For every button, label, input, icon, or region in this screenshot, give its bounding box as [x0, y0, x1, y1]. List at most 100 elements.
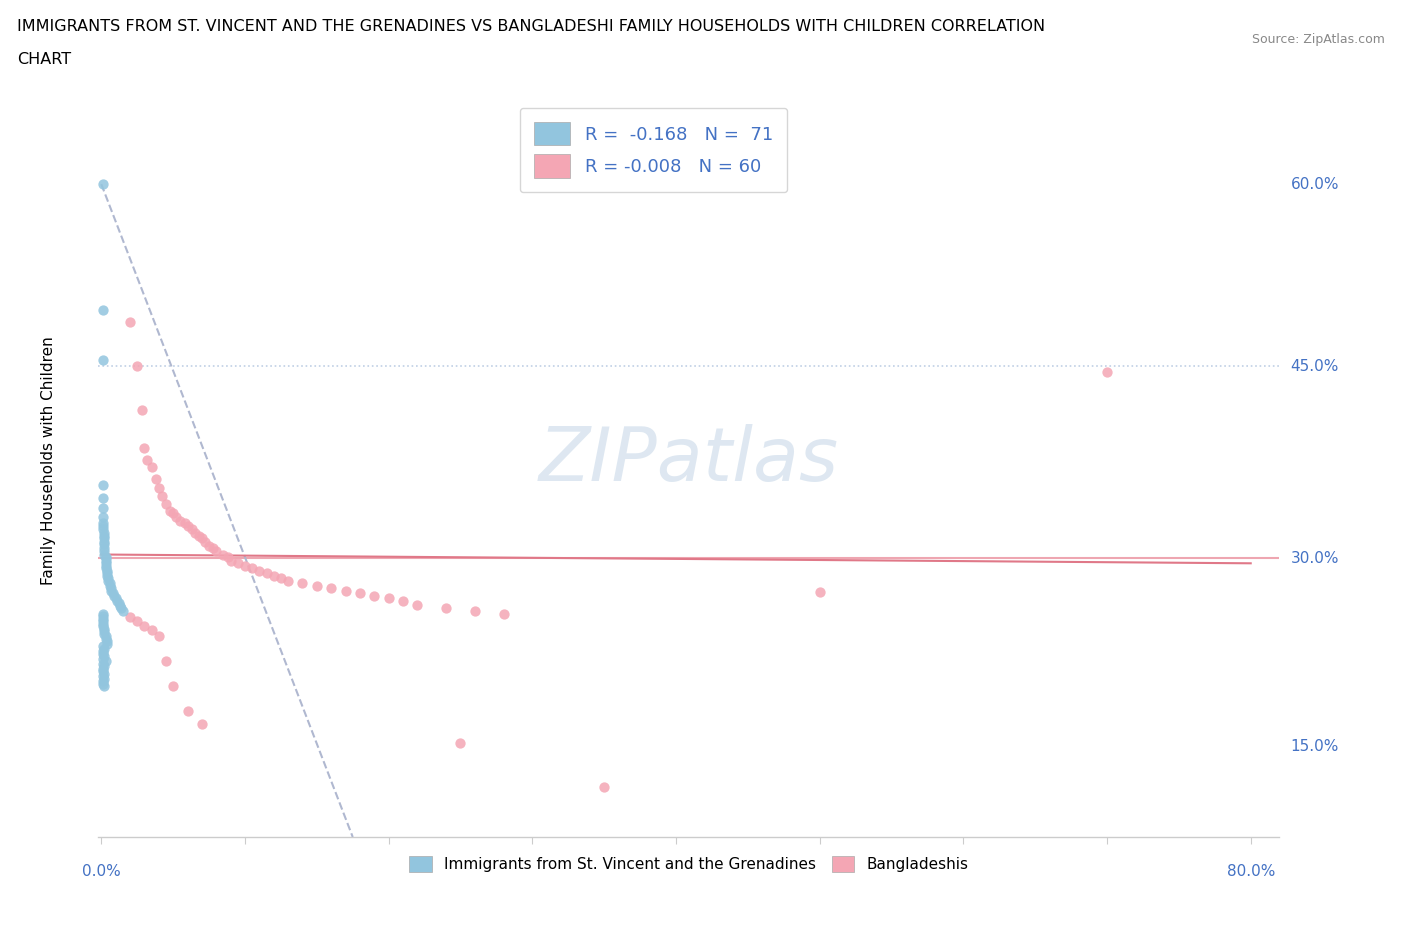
Text: 30.0%: 30.0% — [1291, 551, 1339, 565]
Point — [808, 585, 831, 600]
Text: 0.0%: 0.0% — [82, 864, 121, 879]
Point — [110, 601, 132, 616]
Point — [91, 657, 114, 671]
Point — [93, 671, 115, 686]
Point — [93, 679, 115, 694]
Point — [91, 500, 114, 515]
Point — [148, 629, 170, 644]
Point — [101, 586, 124, 601]
Point — [202, 541, 225, 556]
Point — [91, 352, 114, 367]
Point — [162, 506, 184, 521]
Point — [91, 664, 114, 679]
Point — [165, 510, 187, 525]
Point — [91, 302, 114, 317]
Point — [183, 525, 205, 540]
Point — [91, 614, 114, 629]
Point — [136, 453, 159, 468]
Point — [91, 518, 114, 533]
Point — [159, 503, 181, 518]
Point — [256, 565, 278, 580]
Point — [91, 510, 114, 525]
Point — [363, 589, 385, 604]
Point — [176, 704, 198, 719]
Point — [96, 565, 118, 580]
Point — [134, 441, 156, 456]
Point — [212, 547, 235, 562]
Text: 45.0%: 45.0% — [1291, 359, 1339, 374]
Point — [93, 543, 115, 558]
Point — [94, 561, 117, 576]
Point — [118, 610, 141, 625]
Point — [93, 547, 115, 562]
Point — [155, 497, 177, 512]
Text: IMMIGRANTS FROM ST. VINCENT AND THE GRENADINES VS BANGLADESHI FAMILY HOUSEHOLDS : IMMIGRANTS FROM ST. VINCENT AND THE GREN… — [17, 19, 1045, 33]
Point — [377, 591, 399, 606]
Point — [198, 538, 221, 553]
Point — [176, 518, 198, 533]
Point — [145, 472, 167, 486]
Point — [464, 604, 486, 618]
Point — [93, 537, 115, 551]
Point — [100, 583, 122, 598]
Point — [93, 649, 115, 664]
Point — [96, 564, 118, 578]
Point — [91, 478, 114, 493]
Point — [91, 491, 114, 506]
Text: Source: ZipAtlas.com: Source: ZipAtlas.com — [1251, 33, 1385, 46]
Point — [219, 553, 242, 568]
Point — [111, 604, 134, 618]
Point — [434, 601, 457, 616]
Point — [91, 669, 114, 684]
Point — [94, 553, 117, 568]
Point — [131, 403, 153, 418]
Point — [98, 578, 121, 593]
Point — [217, 550, 239, 565]
Point — [105, 593, 128, 608]
Point — [91, 617, 114, 631]
Point — [169, 513, 191, 528]
Point — [97, 571, 120, 586]
Point — [104, 591, 127, 606]
Point — [148, 481, 170, 496]
Point — [191, 717, 214, 732]
Point — [91, 611, 114, 626]
Point — [134, 618, 156, 633]
Point — [305, 578, 328, 593]
Point — [93, 642, 115, 657]
Point — [263, 568, 285, 583]
Point — [270, 571, 292, 586]
Point — [180, 522, 202, 537]
Point — [247, 564, 270, 578]
Point — [94, 550, 117, 565]
Point — [91, 674, 114, 689]
Point — [96, 636, 118, 651]
Legend: Immigrants from St. Vincent and the Grenadines, Bangladeshis: Immigrants from St. Vincent and the Gren… — [404, 850, 974, 878]
Text: Family Households with Children: Family Households with Children — [41, 336, 56, 585]
Point — [240, 561, 263, 576]
Point — [406, 597, 429, 612]
Point — [91, 639, 114, 654]
Point — [141, 622, 163, 637]
Point — [450, 736, 472, 751]
Point — [94, 631, 117, 646]
Point — [118, 315, 141, 330]
Point — [233, 558, 256, 573]
Point — [392, 593, 415, 608]
Point — [141, 459, 163, 474]
Point — [108, 599, 131, 614]
Point — [93, 525, 115, 540]
Point — [1095, 365, 1118, 380]
Point — [94, 654, 117, 669]
Point — [93, 624, 115, 639]
Point — [103, 589, 125, 604]
Point — [96, 633, 118, 648]
Point — [93, 667, 115, 682]
Text: 15.0%: 15.0% — [1291, 739, 1339, 754]
Point — [93, 621, 115, 636]
Point — [91, 608, 114, 623]
Point — [127, 359, 149, 374]
Point — [97, 574, 120, 589]
Point — [321, 581, 343, 596]
Point — [349, 586, 371, 601]
